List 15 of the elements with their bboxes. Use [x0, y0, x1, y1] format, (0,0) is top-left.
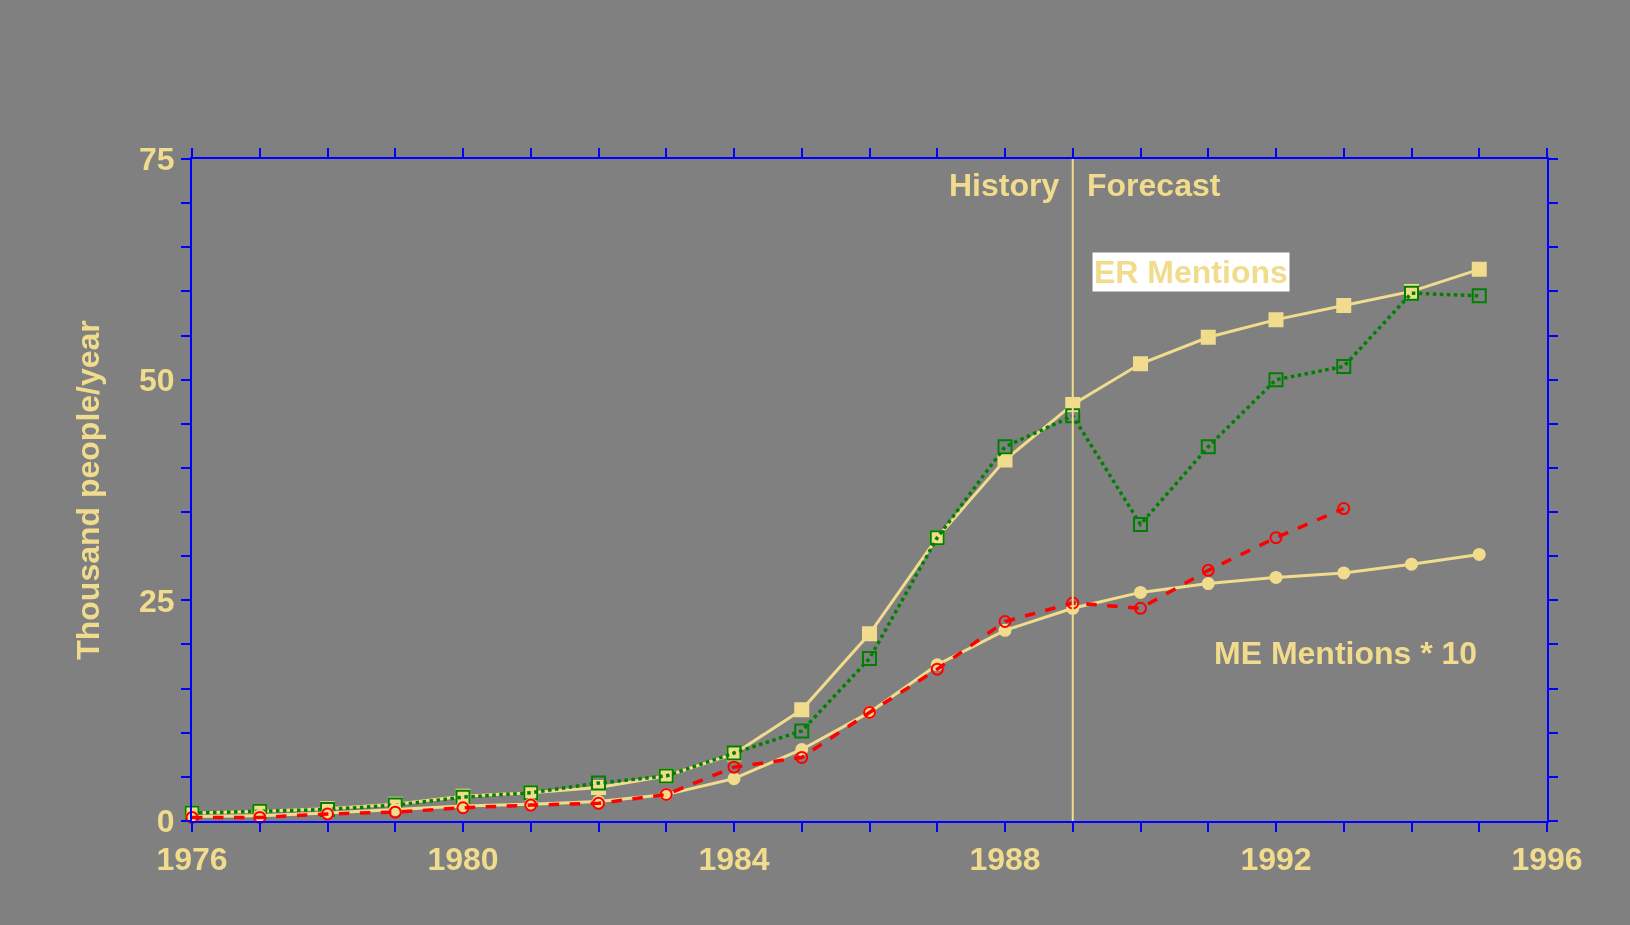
annotation: ME Mentions * 10	[1214, 635, 1478, 671]
x-tick-label: 1976	[156, 841, 228, 878]
annotation: Forecast	[1087, 167, 1221, 203]
y-tick-label: 25	[139, 582, 175, 619]
y-tick-label: 75	[139, 141, 175, 178]
annotation: ER Mentions	[1094, 254, 1288, 290]
y-tick-label: 50	[139, 361, 175, 398]
annotation: History	[949, 167, 1060, 203]
x-tick-label: 1980	[427, 841, 499, 878]
x-tick-label: 1984	[698, 841, 770, 878]
y-axis-title: Thousand people/year	[69, 320, 106, 660]
x-tick-label: 1996	[1511, 841, 1583, 878]
y-tick-label: 0	[156, 803, 175, 840]
x-tick-label: 1992	[1240, 841, 1312, 878]
x-tick-label: 1988	[969, 841, 1041, 878]
